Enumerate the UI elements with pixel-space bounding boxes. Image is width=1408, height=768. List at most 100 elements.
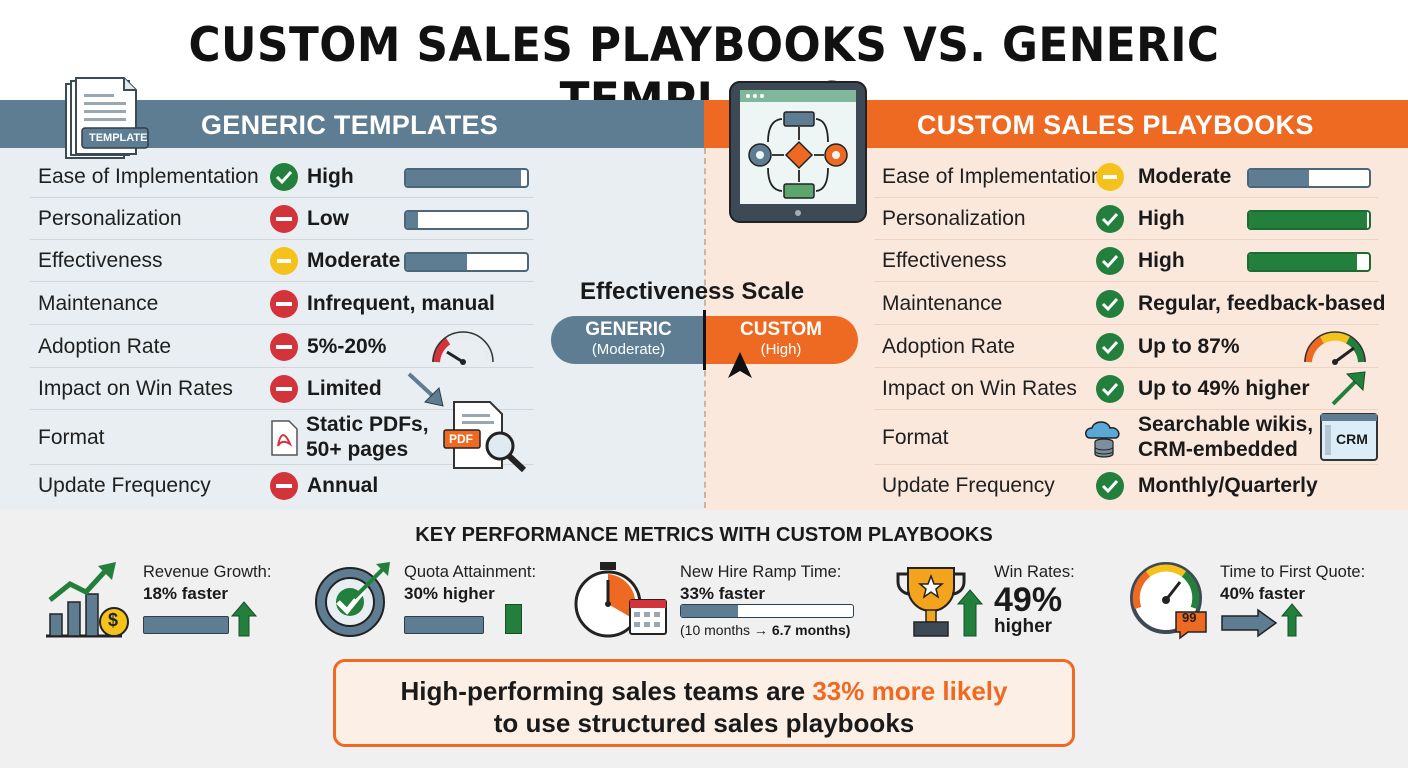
row-label: Personalization [882,207,1026,230]
generic-row-personalization: Personalization Low [30,198,534,240]
scale-custom: CUSTOM (High) [704,316,858,364]
metric-label: Time to First Quote: [1220,563,1366,581]
row-label: Adoption Rate [38,335,172,358]
scale-generic: GENERIC (Moderate) [551,316,706,364]
generic-header-title: GENERIC TEMPLATES [201,110,499,140]
ramp-note: (10 months → 6.7 months) [680,622,850,638]
metric-big-value: 49% [994,581,1063,619]
row-value: High [1138,249,1185,272]
row-value: 5%-20% [307,335,387,358]
row-value-line1: Static PDFs, [306,413,429,436]
ramp-note-bold: 6.7 months) [771,622,851,638]
row-label: Ease of Implementation [38,165,259,188]
level-bar [1247,168,1371,188]
row-value: Moderate [307,249,401,272]
custom-row-update: Update Frequency Monthly/Quarterly [874,465,1378,507]
tablet-flowchart-icon [728,80,870,226]
arrow-right-icon [1220,608,1278,638]
minus-icon [270,472,298,500]
neutral-icon [1096,163,1124,191]
dollar-glyph: $ [108,610,119,630]
scale-marker [703,310,706,370]
row-label: Update Frequency [882,474,1055,497]
row-value: Up to 87% [1138,335,1240,358]
stopwatch-icon [574,560,670,640]
generic-row-effectiveness: Effectiveness Moderate [30,240,534,282]
level-bar [1247,252,1371,272]
level-bar [404,168,529,188]
custom-row-winrates: Impact on Win Rates Up to 49% higher [874,368,1378,410]
crm-illustration-label: CRM [1336,431,1368,447]
scale-custom-label: CUSTOM [740,319,822,340]
metric-value: 18% faster [143,584,229,603]
callout-highlight: 33% more likely [812,676,1008,706]
row-value-line2: 50+ pages [306,438,409,461]
row-value: Monthly/Quarterly [1138,474,1318,497]
callout-line1: High-performing sales teams are 33% more… [336,676,1072,707]
row-label: Impact on Win Rates [882,377,1077,400]
row-label: Personalization [38,207,182,230]
scale-title: Effectiveness Scale [580,278,805,305]
row-label: Ease of Implementation [882,165,1103,188]
check-icon [1096,472,1124,500]
ramp-note-prefix: (10 months → [680,622,772,638]
scale-generic-sub: (Moderate) [591,341,666,358]
row-label: Maintenance [38,292,159,315]
scale-generic-label: GENERIC [585,319,672,340]
custom-row-ease: Ease of Implementation Moderate [874,156,1378,198]
trend-up-icon [1329,368,1369,408]
row-label: Maintenance [882,292,1003,315]
row-label: Format [882,426,949,449]
metric-label: Quota Attainment: [404,563,537,581]
metric-value: 33% faster [680,584,766,603]
template-badge: TEMPLATE [89,132,148,144]
row-value: Up to 49% higher [1138,377,1310,400]
level-bar [404,252,529,272]
row-value: High [307,165,354,188]
custom-row-effectiveness: Effectiveness High [874,240,1378,282]
custom-row-adoption: Adoption Rate Up to 87% [874,326,1378,368]
row-value: Regular, feedback-based [1138,292,1386,315]
row-value: Annual [307,474,379,497]
cloud-database-icon [1082,416,1126,460]
custom-row-maintenance: Maintenance Regular, feedback-based [874,283,1385,325]
level-fill [406,170,521,186]
generic-panel [0,100,704,510]
pdf-illustration-label: PDF [449,432,473,446]
callout-box: High-performing sales teams are 33% more… [333,659,1075,747]
row-value-line2: CRM-embedded [1138,438,1298,461]
crm-window-icon: CRM [1320,413,1378,461]
row-label: Update Frequency [38,474,211,497]
arrow-up-icon [1280,602,1304,638]
metric-value: 30% higher [404,584,495,603]
metric-bar [143,616,229,634]
gauge-high-icon [1302,330,1368,366]
arrow-up-icon [230,600,258,638]
metric-label: New Hire Ramp Time: [680,563,842,581]
row-label: Effectiveness [882,249,1007,272]
generic-row-update: Update Frequency Annual [30,465,534,507]
level-fill [406,212,419,228]
level-bar [404,210,529,230]
check-icon [1096,247,1124,275]
level-fill [1249,170,1309,186]
trend-down-icon [405,370,449,410]
level-bar [1247,210,1371,230]
metric-label: Win Rates: [994,563,1075,581]
generic-row-maintenance: Maintenance Infrequent, manual [30,283,534,325]
minus-icon [270,290,298,318]
gauge-low-icon [430,330,496,366]
ramp-progress-bar [680,604,854,618]
callout-line2: to use structured sales playbooks [493,708,915,738]
row-label: Adoption Rate [882,335,1016,358]
scale-custom-sub: (High) [760,341,802,358]
level-fill [1249,212,1367,228]
level-fill [1249,254,1357,270]
row-value: Limited [307,377,382,400]
row-value-line1: Searchable wikis, [1138,413,1314,436]
check-icon [1096,333,1124,361]
row-value: Moderate [1138,165,1232,188]
row-label: Impact on Win Rates [38,377,233,400]
metric-value: 40% faster [1220,584,1306,603]
row-label: Effectiveness [38,249,163,272]
